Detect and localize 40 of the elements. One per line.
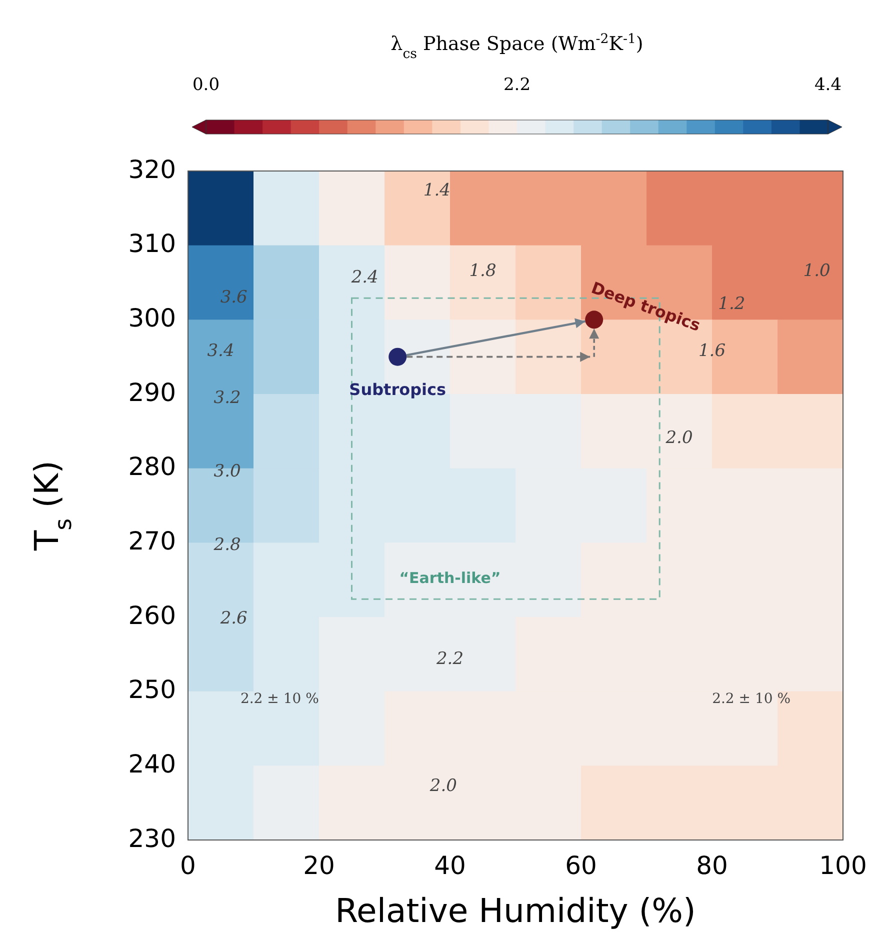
annotation: 2.2 ± 10 % — [240, 691, 319, 708]
annotation: 3.6 — [220, 288, 248, 308]
annotation: 1.2 — [718, 294, 746, 314]
annotation: 2.2 ± 10 % — [712, 691, 791, 708]
series-label: Subtropics — [349, 380, 446, 399]
color-bar-label: 0.0 — [192, 75, 220, 95]
annotation: 3.2 — [214, 388, 241, 408]
x-tick-label: 20 — [303, 851, 335, 880]
y-tick-label: 240 — [128, 749, 176, 779]
annotation: 3.4 — [207, 341, 234, 362]
color-bar-label: 4.4 — [814, 75, 842, 95]
y-tick-label: 260 — [128, 600, 176, 630]
annotation: 2.0 — [664, 428, 693, 448]
annotation: 1.6 — [698, 341, 726, 362]
annotation: 2.0 — [428, 776, 458, 796]
x-tick-label: 80 — [696, 851, 728, 880]
color-bar-title: λ$_{cs}$ Phase Space (Wm$^{-2}$K$^{-1}$) — [390, 32, 644, 62]
x-tick-label: 40 — [434, 851, 466, 880]
y-tick-label: 300 — [128, 303, 176, 333]
annotation: 3.0 — [214, 461, 241, 482]
y-tick-label: 310 — [128, 229, 176, 258]
y-tick-label: 320 — [128, 154, 176, 184]
annotation: “Earth-like” — [399, 569, 501, 588]
x-tick-label: 100 — [819, 851, 867, 880]
x-axis-title: Relative Humidity (%) — [335, 891, 696, 930]
annotation: 2.6 — [219, 608, 248, 629]
annotation: 1.4 — [423, 180, 450, 200]
color-bar-label: 2.2 — [503, 75, 531, 95]
y-tick-label: 280 — [128, 452, 176, 482]
y-tick-label: 270 — [128, 526, 176, 556]
annotation: 2.2 — [435, 648, 464, 669]
y-tick-label: 230 — [128, 824, 176, 853]
y-tick-label: 250 — [128, 675, 176, 704]
y-tick-label: 290 — [128, 378, 176, 407]
annotation: 1.0 — [803, 260, 830, 281]
x-tick-label: 0 — [180, 851, 196, 880]
x-tick-label: 60 — [565, 851, 597, 880]
annotation: 2.4 — [350, 267, 378, 288]
annotation: 2.8 — [212, 535, 241, 556]
annotation: 1.8 — [469, 260, 496, 281]
